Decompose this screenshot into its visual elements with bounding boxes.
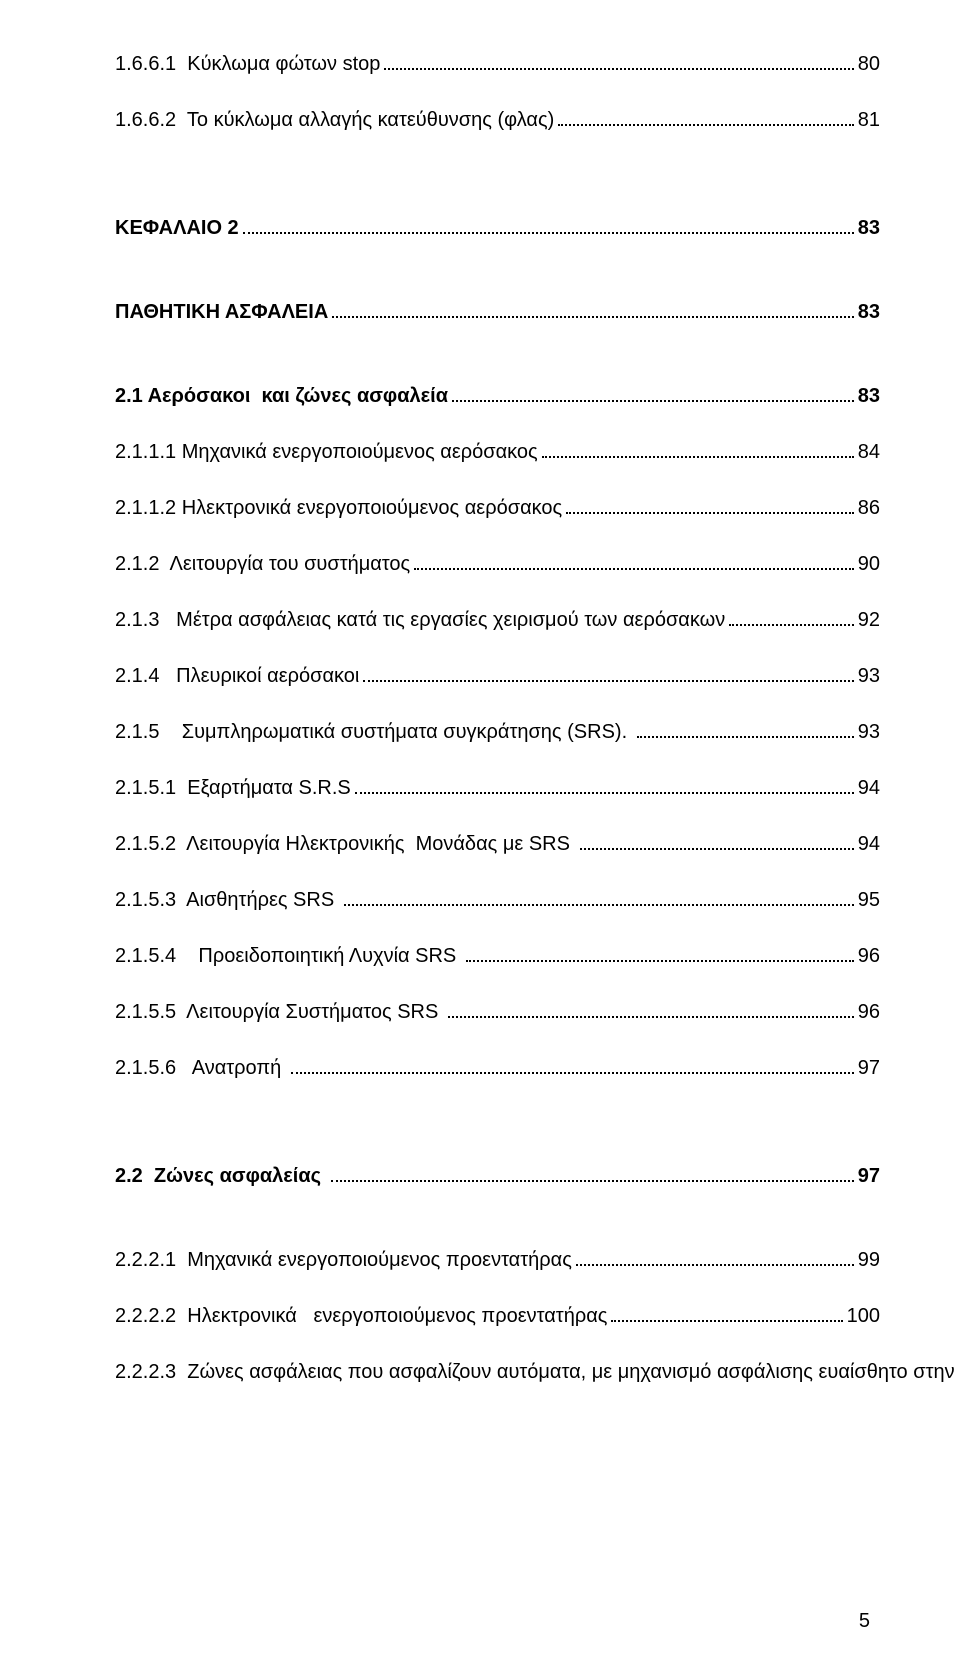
toc-entry-text: 2.1.5.3 Αισθητήρες SRS	[115, 886, 340, 914]
toc-entry-page: 84	[858, 438, 880, 466]
toc-entry-page: 93	[858, 718, 880, 746]
toc-entry-text: 2.1.5.5 Λειτουργία Συστήματος SRS	[115, 998, 444, 1026]
toc-entry: 2.1.4 Πλευρικοί αερόσακοι 93	[115, 662, 880, 690]
toc-leader	[611, 1320, 842, 1322]
toc-leader	[452, 400, 854, 402]
toc-entry-text: ΠΑΘΗΤΙΚΗ ΑΣΦΑΛΕΙΑ	[115, 298, 328, 326]
toc-leader	[414, 568, 854, 570]
toc-entry-text: 2.1.3 Μέτρα ασφάλειας κατά τις εργασίες …	[115, 606, 725, 634]
toc-leader	[243, 232, 854, 234]
toc-entry-text: 2.1.4 Πλευρικοί αερόσακοι	[115, 662, 359, 690]
toc-leader	[729, 624, 854, 626]
toc-entry-page: 94	[858, 830, 880, 858]
toc-leader	[637, 736, 854, 738]
toc-leader	[576, 1264, 854, 1266]
toc-entry-text: 2.1.1.2 Ηλεκτρονικά ενεργοποιούμενος αερ…	[115, 494, 562, 522]
table-of-contents: 1.6.6.1 Κύκλωμα φώτων stop 80 1.6.6.2 Το κ…	[115, 50, 880, 1386]
toc-entry: 2.1.1.2 Ηλεκτρονικά ενεργοποιούμενος αερ…	[115, 494, 880, 522]
toc-entry-text: 2.1.5.1 Εξαρτήματα S.R.S	[115, 774, 351, 802]
toc-entry-text: 2.1 Αερόσακοι και ζώνες ασφαλεία	[115, 382, 448, 410]
toc-entry-page: 96	[858, 942, 880, 970]
toc-entry-page: 97	[858, 1054, 880, 1082]
toc-entry-text: 2.1.2 Λειτουργία του συστήματος	[115, 550, 410, 578]
toc-entry-text: 2.1.5.4 Προειδοποιητική Λυχνία SRS	[115, 942, 462, 970]
toc-entry: 2.1.2 Λειτουργία του συστήματος 90	[115, 550, 880, 578]
toc-leader	[344, 904, 854, 906]
toc-entry: 2.1.5 Συμπληρωματικά συστήματα συγκράτησ…	[115, 718, 880, 746]
toc-entry: 1.6.6.2 Το κύκλωμα αλλαγής κατεύθυνσης (…	[115, 106, 880, 134]
toc-entry-text: 2.2.2.2 Ηλεκτρονικά ενεργοποιούμενος προ…	[115, 1302, 607, 1330]
toc-entry-page: 96	[858, 998, 880, 1026]
toc-entry: ΠΑΘΗΤΙΚΗ ΑΣΦΑΛΕΙΑ 83	[115, 298, 880, 326]
toc-entry: 2.1.3 Μέτρα ασφάλειας κατά τις εργασίες …	[115, 606, 880, 634]
toc-entry-text: 1.6.6.2 Το κύκλωμα αλλαγής κατεύθυνσης (…	[115, 106, 554, 134]
toc-leader	[363, 680, 853, 682]
page-number: 5	[859, 1610, 870, 1633]
toc-entry: 2.1.5.2 Λειτουργία Ηλεκτρονικής Μονάδας …	[115, 830, 880, 858]
toc-leader	[291, 1072, 854, 1074]
toc-entry-page: 83	[858, 214, 880, 242]
toc-entry-page: 92	[858, 606, 880, 634]
toc-leader	[580, 848, 854, 850]
toc-entry-page: 95	[858, 886, 880, 914]
toc-entry: 2.1.5.3 Αισθητήρες SRS 95	[115, 886, 880, 914]
toc-entry: 2.1.1.1 Μηχανικά ενεργοποιούμενος αερόσα…	[115, 438, 880, 466]
toc-entry: 2.1.5.6 Ανατροπή 97	[115, 1054, 880, 1082]
toc-entry-page: 90	[858, 550, 880, 578]
toc-entry: 2.2 Ζώνες ασφαλείας 97	[115, 1162, 880, 1190]
toc-leader	[384, 68, 853, 70]
toc-entry-page: 94	[858, 774, 880, 802]
toc-entry: 2.1.5.4 Προειδοποιητική Λυχνία SRS 96	[115, 942, 880, 970]
toc-entry: 2.1.5.1 Εξαρτήματα S.R.S 94	[115, 774, 880, 802]
toc-leader	[355, 792, 854, 794]
toc-entry-page: 99	[858, 1246, 880, 1274]
toc-entry-text: 2.2.2.3 Ζώνες ασφάλειας που ασφαλίζουν α…	[175, 1358, 960, 1386]
toc-entry-text: 2.1.1.1 Μηχανικά ενεργοποιούμενος αερόσα…	[115, 438, 538, 466]
toc-entry-page: 81	[858, 106, 880, 134]
toc-entry-text: 1.6.6.1 Κύκλωμα φώτων stop	[115, 50, 380, 78]
toc-entry-text: 2.1.5.6 Ανατροπή	[115, 1054, 287, 1082]
toc-leader	[558, 124, 854, 126]
toc-entry-text: ΚΕΦΑΛΑΙΟ 2	[115, 214, 239, 242]
toc-entry-page: 83	[858, 382, 880, 410]
toc-entry-page: 83	[858, 298, 880, 326]
toc-entry-text: 2.2.2.1 Μηχανικά ενεργοποιούμενος προεντ…	[115, 1246, 572, 1274]
toc-entry: 2.2.2.1 Μηχανικά ενεργοποιούμενος προεντ…	[115, 1246, 880, 1274]
toc-leader	[331, 1180, 854, 1182]
toc-entry-page: 97	[858, 1162, 880, 1190]
toc-entry: 2.2.2.2 Ηλεκτρονικά ενεργοποιούμενος προ…	[115, 1302, 880, 1330]
toc-entry-text: 2.1.5 Συμπληρωματικά συστήματα συγκράτησ…	[115, 718, 633, 746]
toc-entry-page: 86	[858, 494, 880, 522]
toc-entry: 1.6.6.1 Κύκλωμα φώτων stop 80	[115, 50, 880, 78]
toc-entry: 2.1.5.5 Λειτουργία Συστήματος SRS 96	[115, 998, 880, 1026]
toc-entry-text: 2.2 Ζώνες ασφαλείας	[115, 1162, 327, 1190]
toc-leader	[542, 456, 854, 458]
toc-entry-page: 93	[858, 662, 880, 690]
toc-leader	[448, 1016, 854, 1018]
toc-entry-page: 80	[858, 50, 880, 78]
toc-entry: 2.1 Αερόσακοι και ζώνες ασφαλεία 83	[115, 382, 880, 410]
toc-entry: ΚΕΦΑΛΑΙΟ 2 83	[115, 214, 880, 242]
toc-leader	[566, 512, 854, 514]
toc-leader	[466, 960, 854, 962]
toc-leader	[332, 316, 853, 318]
toc-entry-text: 2.1.5.2 Λειτουργία Ηλεκτρονικής Μονάδας …	[115, 830, 576, 858]
toc-entry: 2.2.2.3 Ζώνες ασφάλειας που ασφαλίζουν α…	[115, 1358, 880, 1386]
toc-entry-page: 100	[847, 1302, 880, 1330]
